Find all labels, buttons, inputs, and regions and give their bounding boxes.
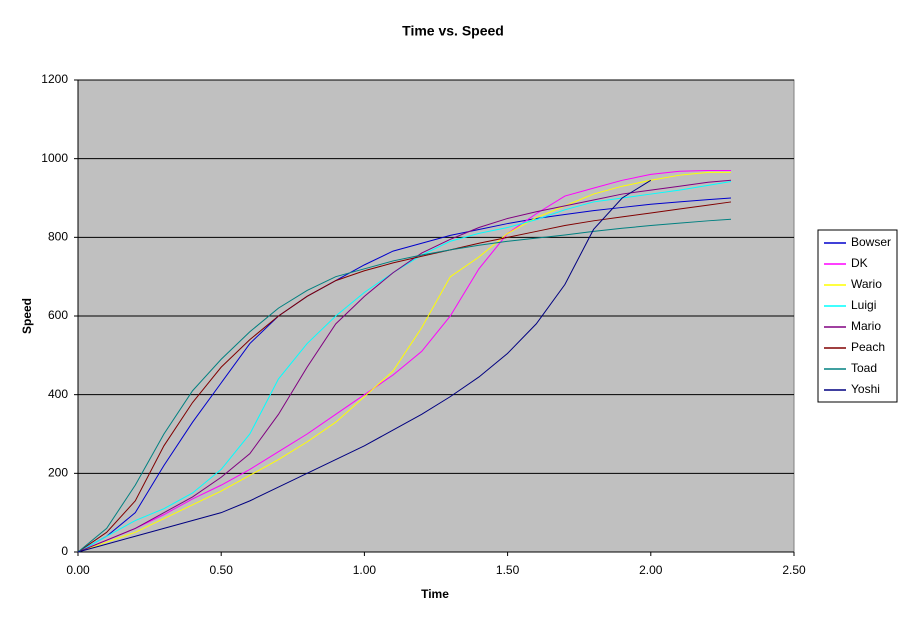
chart-title: Time vs. Speed bbox=[402, 23, 504, 39]
x-tick-label: 2.50 bbox=[782, 563, 806, 577]
y-tick-label: 1000 bbox=[41, 151, 68, 165]
series-line bbox=[77, 179, 732, 553]
y-tick-label: 600 bbox=[48, 308, 68, 322]
series-line bbox=[77, 171, 731, 553]
y-tick-label: 1200 bbox=[41, 72, 68, 86]
y-tick-label: 0 bbox=[61, 544, 68, 558]
y-axis-label: Speed bbox=[20, 298, 34, 334]
x-tick-label: 2.00 bbox=[639, 563, 663, 577]
x-tick-label: 0.50 bbox=[210, 563, 234, 577]
legend-box bbox=[817, 229, 898, 403]
x-axis-label: Time bbox=[421, 587, 449, 601]
legend-label: Wario bbox=[851, 277, 882, 291]
x-tick-label: 1.50 bbox=[496, 563, 520, 577]
y-tick-label: 200 bbox=[48, 466, 68, 480]
x-tick-label: 0.00 bbox=[66, 563, 90, 577]
series-line bbox=[77, 218, 732, 553]
legend-label: DK bbox=[851, 256, 868, 270]
series-line bbox=[77, 169, 731, 553]
legend-label: Bowser bbox=[851, 235, 891, 249]
legend-label: Toad bbox=[851, 361, 877, 375]
legend-label: Yoshi bbox=[851, 382, 880, 396]
series-line bbox=[77, 180, 732, 553]
legend-label: Luigi bbox=[851, 298, 876, 312]
legend-label: Peach bbox=[851, 340, 885, 354]
legend-label: Mario bbox=[851, 319, 881, 333]
series-line bbox=[77, 179, 652, 553]
x-tick-label: 1.00 bbox=[353, 563, 377, 577]
series-line bbox=[77, 197, 732, 553]
y-tick-label: 800 bbox=[48, 230, 68, 244]
series-line bbox=[77, 201, 732, 553]
y-tick-label: 400 bbox=[48, 387, 68, 401]
